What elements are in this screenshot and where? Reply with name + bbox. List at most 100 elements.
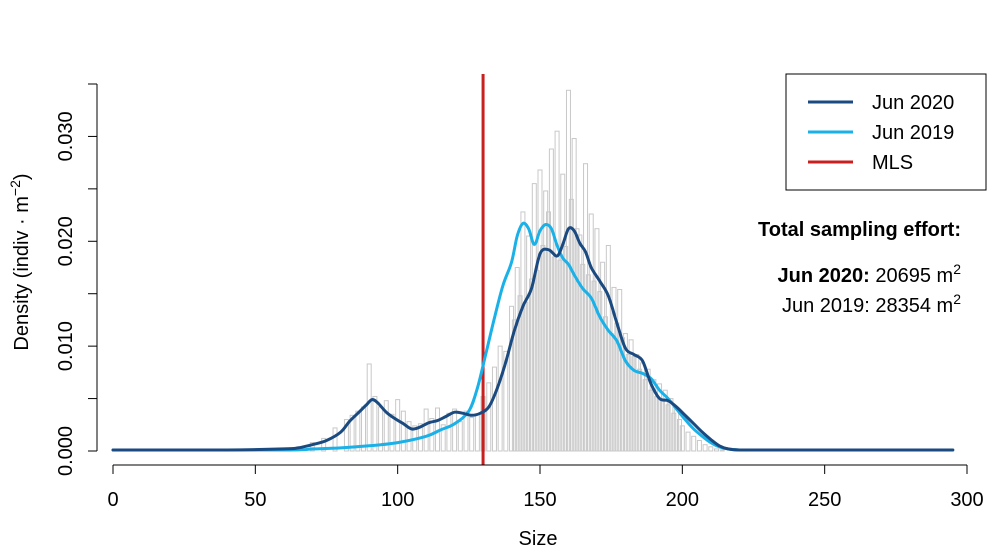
histogram-bar [423,408,429,452]
histogram-bar [608,333,614,452]
histogram-bar [568,198,574,452]
histogram-bar [406,421,412,452]
histogram-bar [452,408,458,452]
histogram-bar [622,333,628,452]
histogram-bar [469,416,475,452]
histogram-bar [537,169,543,452]
histogram-bar [657,383,663,452]
histogram-bar [676,419,682,452]
histogram-bar [372,395,378,452]
histogram-bar [523,301,529,452]
histogram-bar [577,234,583,452]
histogram-bar [551,256,557,452]
histogram-bar [503,350,509,452]
histogram-bar [395,399,401,452]
histogram-bar [355,410,361,452]
density-curves [111,221,955,452]
annotation-jun-2020: Jun 2020: 20695 m2 [778,261,962,287]
histogram-bar [531,183,537,452]
histogram-bar [654,395,660,452]
histogram-bar [511,319,517,452]
histogram-bar [679,425,685,452]
series-line-jun-2020 [111,226,955,452]
x-tick-label: 0 [107,489,118,511]
histogram-bar [600,261,606,452]
histogram-bar [602,316,608,452]
histogram-bar [514,267,520,452]
histogram-bar [440,424,446,452]
histogram-bar [383,400,389,452]
histogram-bar [597,291,603,452]
histogram-bar [645,368,651,452]
histogram-bar [591,280,597,452]
histogram-bar [343,419,349,452]
histogram-bar [389,413,395,452]
histogram-bar [554,130,560,452]
x-axis: 0 50 100 150 200 250 300 [107,464,984,511]
histogram-bar [366,363,372,452]
histogram-bar [560,173,566,452]
y-tick-label: 0.000 [55,426,77,476]
histogram-bar [662,389,668,452]
histogram-bar [574,228,580,452]
histogram-bar [665,404,671,452]
histogram-bar [517,295,523,452]
y-axis-label: Density (indiv · m−2) [7,173,33,350]
histogram-bar [685,431,691,452]
histogram-bar [588,213,594,452]
histogram-bar [617,289,623,452]
histogram-bar [446,412,452,452]
histogram-bar [594,228,600,452]
histogram-bar [520,211,526,452]
histogram-bar [543,190,549,452]
annotation-jun-2019: Jun 2019: 28354 m2 [782,291,961,317]
histogram-bar [583,163,589,452]
histogram-bar [580,263,586,452]
histogram-bar [565,89,571,452]
histogram-bar [491,366,497,452]
y-tick-label: 0.030 [55,111,77,161]
histogram-bar [691,435,697,452]
histogram-bar [332,427,338,452]
histogram-bar [557,259,563,452]
histogram-bar [611,286,617,452]
x-axis-label: Size [519,528,558,550]
histogram-bar [668,398,674,452]
histogram-bar [628,339,634,452]
annotation-title: Total sampling effort: [758,219,961,241]
y-tick-label: 0.020 [55,216,77,266]
legend-label-mls: MLS [872,152,913,174]
histogram-bar [631,356,637,452]
histogram-bar [571,138,577,452]
histogram-bar [509,305,515,452]
legend-label-jun-2020: Jun 2020 [872,92,954,114]
histogram-bar [642,379,648,452]
histogram-bar [702,444,708,452]
histogram-bar [696,440,702,452]
x-tick-label: 300 [950,489,983,511]
histogram-bar [463,410,469,452]
histogram-bar [309,442,315,452]
histogram-bar [321,437,327,452]
histogram-bar [474,413,480,452]
histogram-bar [457,421,463,452]
histogram-bar [714,448,719,452]
size-histogram [309,89,725,452]
x-tick-label: 150 [523,489,556,511]
histogram-bar [671,412,677,452]
x-tick-label: 250 [808,489,841,511]
histogram-bar [497,345,503,452]
histogram-bar [639,362,645,452]
histogram-bar [349,414,355,452]
legend: Jun 2020 Jun 2019 MLS [785,73,987,191]
histogram-bar [361,406,366,452]
x-tick-label: 50 [244,489,266,511]
series-line-jun-2019 [111,221,955,452]
histogram-bar [548,148,554,452]
histogram-bar [637,368,643,452]
x-tick-label: 100 [381,489,414,511]
histogram-bar [719,449,725,452]
histogram-bar [486,382,492,452]
y-axis: 0.000 0.010 0.020 0.030 [55,83,98,476]
